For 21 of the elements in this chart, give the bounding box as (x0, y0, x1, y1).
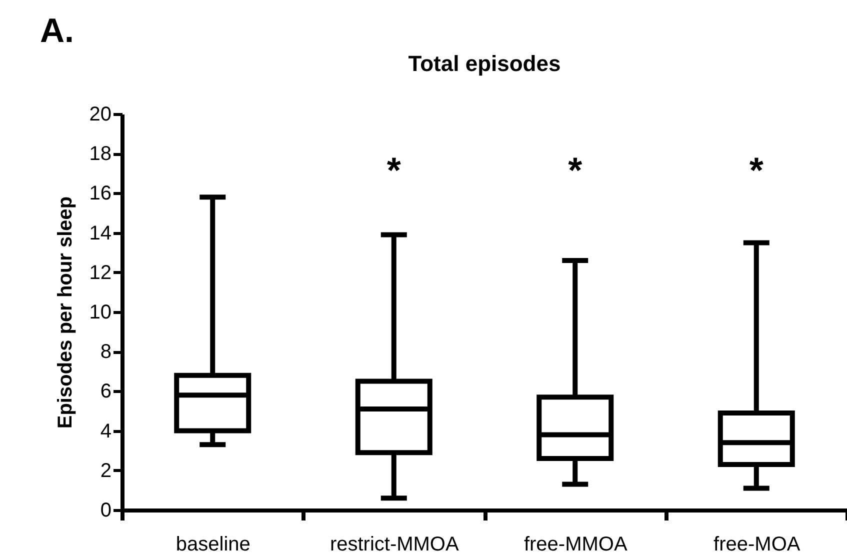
y-tick-label: 16 (89, 182, 112, 205)
x-tick-label: restrict-MMOA (330, 534, 460, 556)
y-tick-label: 2 (100, 460, 112, 482)
y-tick-label: 18 (89, 143, 112, 166)
annotation: * (568, 149, 582, 190)
y-tick-label: 4 (100, 420, 112, 442)
y-tick-label: 10 (89, 302, 112, 324)
annotation: * (749, 149, 764, 190)
y-axis-title: Episodes per hour sleep (54, 196, 76, 429)
y-tick-label: 6 (100, 380, 112, 403)
x-tick-label: baseline (176, 534, 250, 556)
y-tick-label: 8 (100, 341, 112, 364)
y-tick-label: 12 (89, 262, 112, 284)
x-tick-label: free-MOA (714, 534, 801, 556)
annotation: * (386, 149, 401, 190)
text: A. (40, 12, 74, 51)
y-tick-label: 20 (89, 104, 112, 126)
chart-title: Total episodes (408, 51, 561, 76)
x-tick-label: free-MMOA (524, 534, 628, 556)
y-tick-label: 0 (100, 500, 112, 522)
y-tick-label: 14 (89, 222, 112, 244)
